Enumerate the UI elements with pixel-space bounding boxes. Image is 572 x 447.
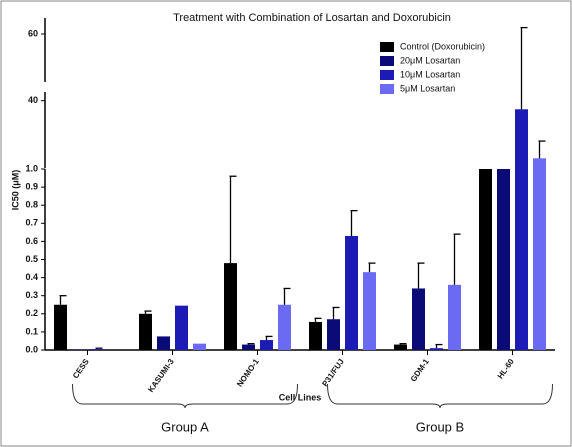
x-tick-label: NOMO-1 [235,357,261,389]
bar [278,304,291,350]
bar [193,343,206,350]
y-tick-label: 1.0 [25,163,38,173]
bar [479,169,492,350]
bar [224,263,237,350]
legend-swatch [380,42,394,52]
legend-label: 5μM Losartan [400,83,455,93]
x-tick-label: GDM-1 [409,357,431,384]
group-label: Group A [161,419,209,434]
y-tick-label: 0.7 [25,218,38,228]
group-brace [72,383,298,409]
legend-swatch [380,56,394,66]
bar [157,336,170,350]
y-tick-label: 0.1 [25,326,38,336]
y-axis-label: IC50 (μM) [10,170,20,211]
x-tick-label: HL-60 [496,357,516,381]
bar [345,235,358,350]
bar [394,344,407,350]
bar [90,349,103,350]
bar [533,158,546,350]
y-tick-label: 0.6 [25,236,38,246]
bar [448,284,461,350]
legend-label: 20μM Losartan [400,55,460,65]
x-axis-label: Cell Lines [279,392,322,402]
bar [430,348,443,350]
x-tick-label: P31/FUJ [320,357,345,388]
bar [363,272,376,350]
y-tick-label: 0.9 [25,181,38,191]
y-tick-label: 60 [28,28,38,38]
group-brace [327,383,553,409]
bar [54,304,67,350]
chart-title: Treatment with Combination of Losartan a… [173,12,451,24]
legend-swatch [380,70,394,80]
bar [260,340,273,350]
y-tick-label: 0.2 [25,308,38,318]
bar [412,288,425,350]
legend-swatch [380,84,394,94]
bar [515,109,528,350]
legend-label: Control (Doxorubicin) [400,41,485,51]
x-tick-label: CESS [71,357,91,381]
group-label: Group B [416,419,464,434]
bar [175,305,188,350]
y-tick-label: 40 [28,95,38,105]
x-tick-label: KASUMI-3 [146,357,176,394]
bar [72,349,85,350]
y-tick-label: 0.5 [25,254,38,264]
bar [327,319,340,350]
bar [497,169,510,350]
bar [139,313,152,350]
y-tick-label: 0.0 [25,344,38,354]
bar [242,344,255,350]
y-tick-label: 0.8 [25,200,38,210]
y-tick-label: 0.4 [25,272,38,282]
bar [309,321,322,350]
legend-label: 10μM Losartan [400,69,460,79]
y-tick-label: 0.3 [25,290,38,300]
